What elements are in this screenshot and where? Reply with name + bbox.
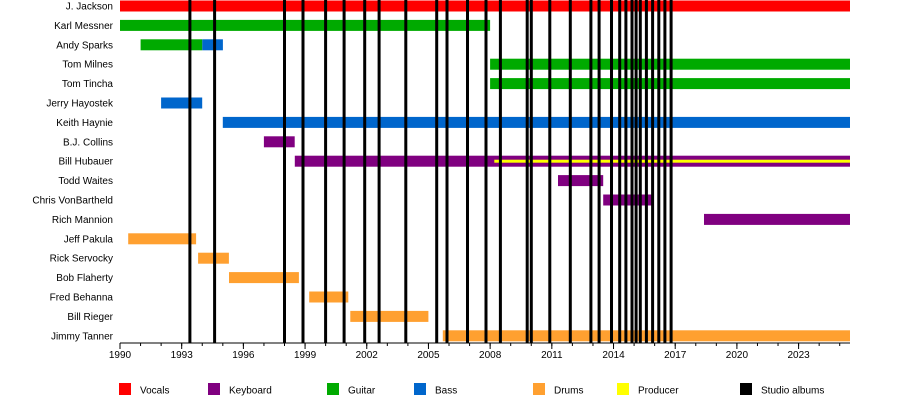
legend-swatch-studio-albums xyxy=(740,383,752,395)
x-tick-label: 2017 xyxy=(664,350,687,361)
member-label-bob-flaherty: Bob Flaherty xyxy=(56,273,113,284)
member-label-todd-waites: Todd Waites xyxy=(58,176,113,187)
member-label-fred-behanna: Fred Behanna xyxy=(50,293,114,304)
bar-karl-messner-guitar xyxy=(120,19,491,31)
legend-swatch-vocals xyxy=(119,383,131,395)
x-tick-label: 2023 xyxy=(787,350,810,361)
bar-jerry-hayostek-bass xyxy=(161,97,203,109)
x-tick-label: 2020 xyxy=(726,350,749,361)
x-tick-label: 1996 xyxy=(232,350,255,361)
legend-label-vocals: Vocals xyxy=(140,386,169,397)
bar-bill-rieger-drums xyxy=(350,310,429,322)
legend-swatch-keyboard xyxy=(208,383,220,395)
member-label-karl-messner: Karl Messner xyxy=(54,21,114,32)
legend-label-producer: Producer xyxy=(638,386,679,397)
x-tick-label: 2008 xyxy=(479,350,502,361)
member-label-jerry-hayostek: Jerry Hayostek xyxy=(46,99,114,110)
x-tick-label: 2005 xyxy=(417,350,440,361)
studio-album-lines xyxy=(188,0,673,343)
x-tick-label: 1999 xyxy=(294,350,317,361)
member-label-jimmy-tanner: Jimmy Tanner xyxy=(51,331,114,342)
member-label-b-j-collins: B.J. Collins xyxy=(63,137,113,148)
member-label-keith-haynie: Keith Haynie xyxy=(56,118,113,129)
member-label-chris-vonbartheld: Chris VonBartheld xyxy=(32,196,113,207)
bar-bob-flaherty-drums xyxy=(229,272,299,284)
bar-todd-waites-keyboard xyxy=(558,175,604,187)
bar-fred-behanna-drums xyxy=(309,291,349,303)
member-label-j-jackson: J. Jackson xyxy=(66,2,113,13)
legend-label-guitar: Guitar xyxy=(348,386,376,397)
x-tick-label: 2002 xyxy=(356,350,379,361)
legend-swatch-guitar xyxy=(327,383,339,395)
legend-swatch-drums xyxy=(533,383,545,395)
legend: Vocals Keyboard Guitar Bass Drums Producer Stu… xyxy=(119,383,824,397)
member-label-rich-mannion: Rich Mannion xyxy=(52,215,113,226)
member-label-andy-sparks: Andy Sparks xyxy=(56,40,113,51)
member-label-tom-tincha: Tom Tincha xyxy=(62,79,114,90)
legend-swatch-bass xyxy=(414,383,426,395)
x-axis: 1990 1993 1996 1999 2002 2005 2008 2011 2014 2017… xyxy=(109,342,850,361)
bar-jeff-pakula-drums xyxy=(128,233,197,245)
bar-b-j-collins-keyboard xyxy=(263,136,295,148)
member-label-jeff-pakula: Jeff Pakula xyxy=(64,234,114,245)
legend-label-keyboard: Keyboard xyxy=(229,386,272,397)
member-label-tom-milnes: Tom Milnes xyxy=(62,60,113,71)
member-label-rick-servocky: Rick Servocky xyxy=(50,254,113,265)
bar-rich-mannion-keyboard xyxy=(704,213,850,225)
member-label-bill-hubauer: Bill Hubauer xyxy=(59,157,114,168)
x-tick-label: 1993 xyxy=(171,350,194,361)
x-tick-label: 1990 xyxy=(109,350,132,361)
legend-label-drums: Drums xyxy=(554,386,583,397)
member-labels: J. Jackson Karl Messner Andy Sparks Tom Mil… xyxy=(32,2,114,343)
bar-andy-sparks-bass-1 xyxy=(202,39,223,51)
legend-label-studio-albums: Studio albums xyxy=(761,386,824,397)
bar-keith-haynie-bass xyxy=(222,116,851,128)
x-tick-label: 2011 xyxy=(541,350,563,361)
bar-chris-vonbartheld-keyboard xyxy=(603,194,653,206)
x-tick-label: 2014 xyxy=(602,350,625,361)
legend-swatch-producer xyxy=(617,383,629,395)
legend-label-bass: Bass xyxy=(435,386,457,397)
member-label-bill-rieger: Bill Rieger xyxy=(67,312,113,323)
bar-andy-sparks-guitar xyxy=(140,39,203,51)
